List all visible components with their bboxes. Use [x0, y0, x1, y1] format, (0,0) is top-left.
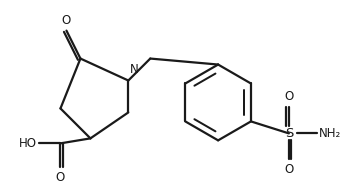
Text: O: O: [56, 171, 65, 184]
Text: O: O: [284, 90, 293, 103]
Text: O: O: [284, 163, 293, 176]
Text: HO: HO: [18, 137, 37, 150]
Text: O: O: [62, 14, 71, 27]
Text: NH₂: NH₂: [319, 127, 341, 140]
Text: N: N: [130, 63, 139, 76]
Text: S: S: [285, 127, 293, 140]
